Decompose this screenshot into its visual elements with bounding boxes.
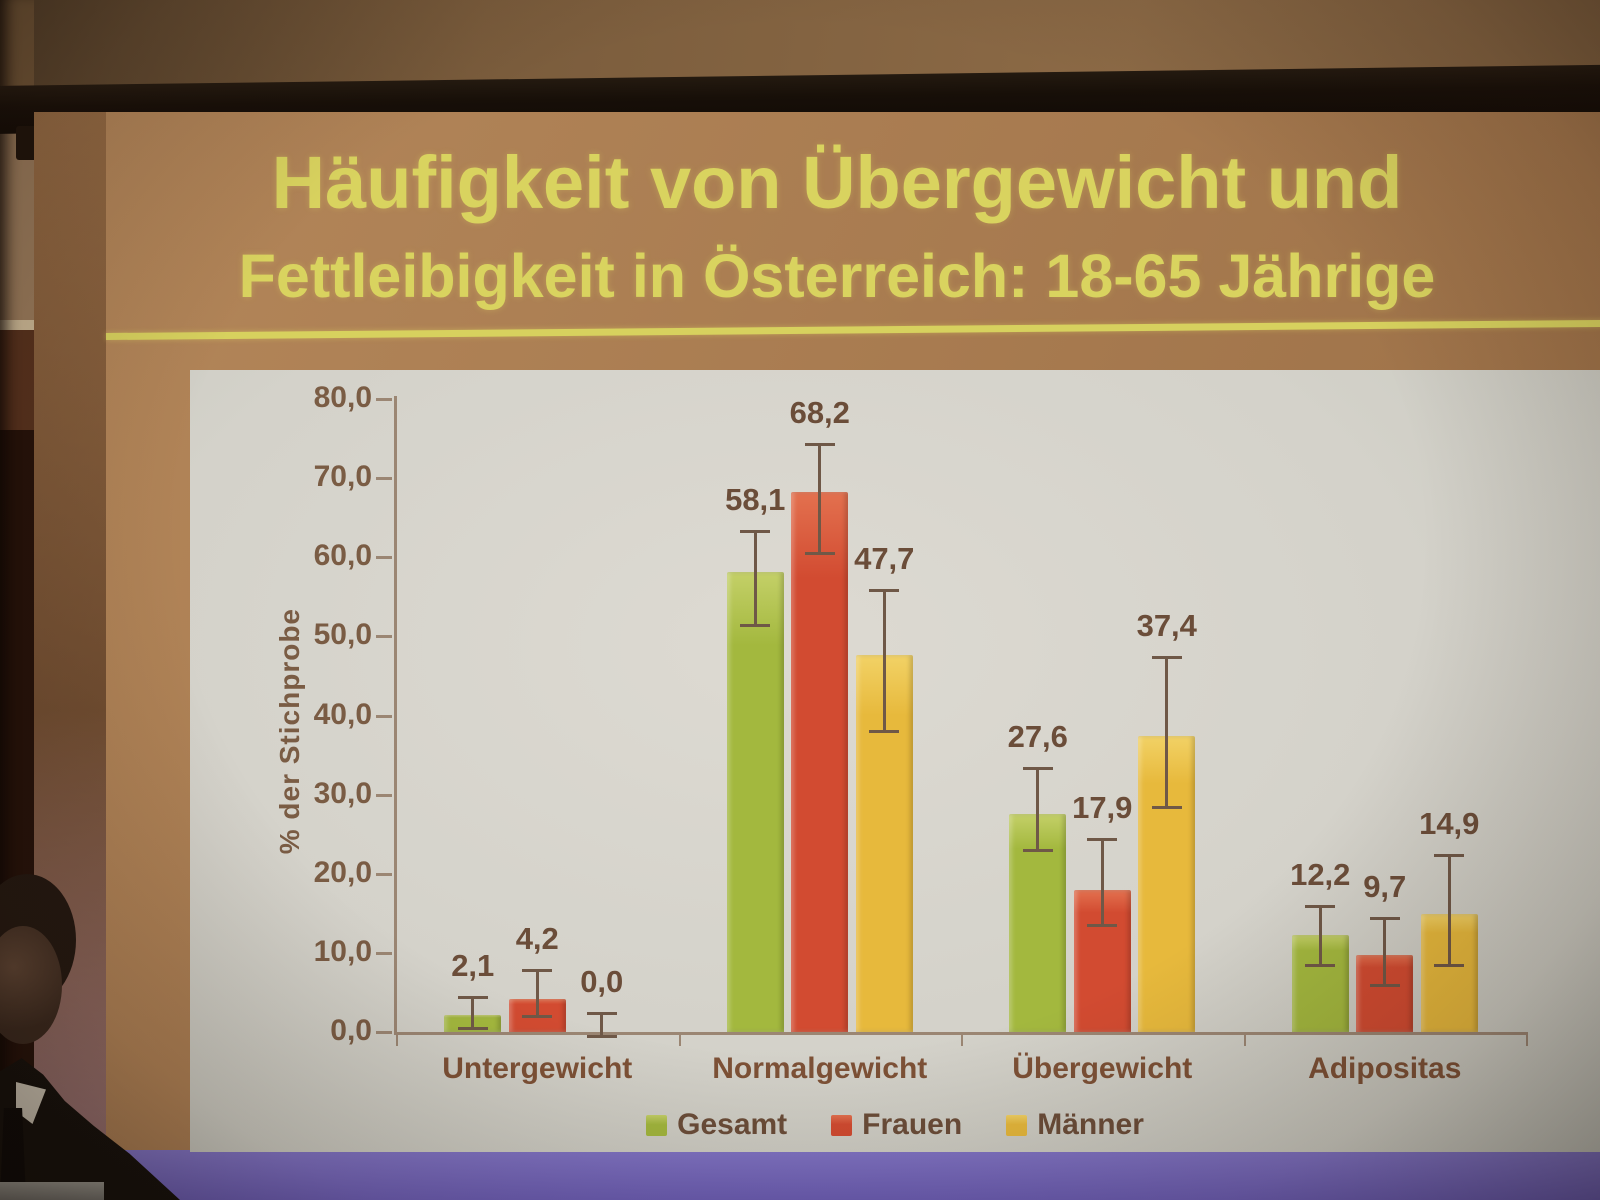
y-tick-mark: [376, 714, 392, 718]
x-axis-tick: [1243, 1034, 1246, 1046]
bar-frauen-normalgewicht: [791, 492, 849, 1032]
legend-swatch-m-nner: [1006, 1114, 1028, 1136]
legend-item-m-nner: Männer: [1006, 1108, 1144, 1142]
error-bar-gesamt--bergewicht: [1022, 766, 1053, 853]
value-label-gesamt-adipositas: 12,2: [1290, 857, 1351, 893]
y-axis-line: [394, 396, 397, 1032]
legend-item-gesamt: Gesamt: [646, 1108, 787, 1142]
value-label-m-nner-adipositas: 14,9: [1419, 805, 1480, 841]
value-label-gesamt-normalgewicht: 58,1: [725, 481, 786, 517]
presenter-silhouette: [0, 860, 200, 1200]
value-label-m-nner--bergewicht: 37,4: [1136, 608, 1197, 644]
y-tick-mark: [376, 556, 392, 560]
category-label-normalgewicht: Normalgewicht: [712, 1052, 928, 1085]
y-tick-label: 70,0: [313, 460, 372, 494]
y-tick-mark: [376, 1031, 392, 1034]
y-tick-label: 0,0: [330, 1014, 372, 1047]
value-label-frauen-normalgewicht: 68,2: [789, 394, 850, 430]
error-bar-m-nner--bergewicht: [1151, 656, 1182, 809]
x-axis-tick: [396, 1034, 398, 1046]
y-tick-label: 10,0: [313, 934, 372, 968]
y-tick-label: 50,0: [313, 618, 372, 652]
y-tick-label: 20,0: [313, 855, 372, 889]
value-label-frauen-untergewicht: 4,2: [515, 920, 559, 956]
value-label-frauen-adipositas: 9,7: [1363, 869, 1407, 905]
error-bar-gesamt-untergewicht: [457, 996, 488, 1031]
y-tick-mark: [376, 398, 392, 401]
value-label-gesamt-untergewicht: 2,1: [451, 948, 495, 984]
chart-panel: % der Stichprobe 0,0 10,0 20,0 30,0 40,0 50,0 6…: [190, 370, 1600, 1152]
error-bar-m-nner-adipositas: [1434, 853, 1465, 967]
y-tick-label: 40,0: [313, 697, 372, 731]
category-label--bergewicht: Übergewicht: [1012, 1052, 1193, 1085]
y-tick-mark: [376, 951, 392, 955]
error-bar-frauen-untergewicht: [522, 968, 553, 1019]
projected-slide: Häufigkeit von Übergewicht und Fettleibi…: [34, 112, 1600, 1200]
y-tick-label: 30,0: [313, 776, 372, 810]
chart-legend: Gesamt Frauen Männer: [190, 1108, 1600, 1142]
x-axis-tick: [678, 1034, 681, 1046]
y-tick-label: 60,0: [313, 539, 372, 573]
x-axis-tick: [961, 1034, 963, 1046]
legend-item-frauen: Frauen: [831, 1108, 962, 1142]
slide-title-line1: Häufigkeit von Übergewicht und: [271, 141, 1403, 224]
laptop-edge: [0, 1182, 104, 1200]
y-tick-mark: [376, 793, 392, 797]
legend-swatch-gesamt: [646, 1114, 668, 1136]
legend-swatch-frauen: [831, 1114, 853, 1136]
error-bar-m-nner-normalgewicht: [869, 588, 900, 734]
bar-gesamt-normalgewicht: [726, 572, 784, 1032]
value-label-gesamt--bergewicht: 27,6: [1007, 718, 1068, 754]
error-bar-gesamt-adipositas: [1305, 905, 1336, 967]
legend-label-gesamt: Gesamt: [677, 1108, 788, 1141]
error-bar-m-nner-untergewicht: [586, 1012, 617, 1038]
x-axis-line: [394, 1032, 1528, 1035]
slide-footer-band: [34, 1150, 1600, 1200]
screen-bracket: [16, 126, 38, 160]
category-label-adipositas: Adipositas: [1308, 1052, 1462, 1085]
y-tick-mark: [376, 872, 392, 876]
value-label-m-nner-normalgewicht: 47,7: [854, 540, 915, 576]
y-tick-label: 80,0: [313, 381, 372, 414]
error-bar-frauen-normalgewicht: [804, 442, 835, 556]
y-tick-mark: [376, 635, 392, 639]
value-label-m-nner-untergewicht: 0,0: [580, 964, 624, 1000]
y-tick-mark: [376, 477, 392, 481]
category-label-untergewicht: Untergewicht: [442, 1052, 633, 1085]
title-underline-rule: [105, 319, 1600, 340]
legend-label-frauen: Frauen: [862, 1108, 963, 1141]
slide-title-line2: Fettleibigkeit in Österreich: 18-65 Jähr…: [238, 242, 1436, 310]
error-bar-gesamt-normalgewicht: [740, 529, 771, 627]
error-bar-frauen-adipositas: [1369, 917, 1400, 987]
value-label-frauen--bergewicht: 17,9: [1072, 790, 1133, 826]
legend-label-m-nner: Männer: [1037, 1108, 1144, 1141]
x-axis-tick: [1526, 1034, 1528, 1046]
slide-title: Häufigkeit von Übergewicht und Fettleibi…: [74, 146, 1600, 307]
presenter-face: [0, 926, 62, 1044]
error-bar-frauen--bergewicht: [1087, 838, 1118, 928]
